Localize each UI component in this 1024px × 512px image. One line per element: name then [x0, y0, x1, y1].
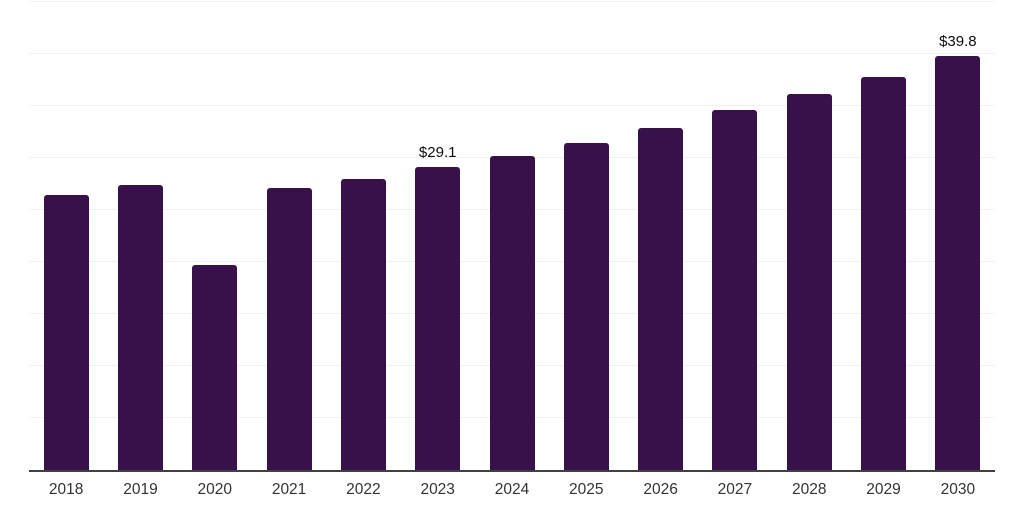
plot-area: $29.1 $39.8 — [29, 1, 995, 472]
x-axis-label-2025: 2025 — [569, 481, 604, 498]
gridline — [29, 53, 995, 54]
bar-2025 — [563, 143, 609, 470]
bar-2030 — [935, 56, 981, 470]
bar-2020 — [192, 265, 238, 470]
x-axis-line — [29, 470, 995, 472]
x-axis-label-2030: 2030 — [940, 481, 976, 498]
gridline — [29, 1, 995, 2]
bar-value-label-2030: $39.8 — [939, 33, 977, 51]
x-axis-label-2020: 2020 — [197, 481, 233, 498]
bar-2018 — [43, 195, 89, 470]
bar-2021 — [266, 188, 312, 470]
bar-2026 — [638, 127, 684, 470]
gridline — [29, 105, 995, 106]
bar-2024 — [489, 155, 535, 470]
x-axis-label-2021: 2021 — [271, 481, 307, 498]
x-axis-label-2023: 2023 — [420, 481, 455, 498]
x-axis-label-2024: 2024 — [494, 481, 530, 498]
x-axis-label-2019: 2019 — [123, 481, 158, 498]
x-axis-label-2022: 2022 — [346, 481, 381, 498]
bar-value-label-2023: $29.1 — [418, 144, 457, 162]
bar-2023 — [415, 167, 461, 470]
bar-2029 — [861, 76, 907, 470]
x-axis-label-2029: 2029 — [866, 481, 901, 498]
bar-2027 — [712, 110, 758, 470]
x-axis-label-2028: 2028 — [791, 481, 827, 498]
x-axis-label-2018: 2018 — [48, 481, 84, 498]
bar-2019 — [117, 185, 163, 470]
bar-2028 — [786, 93, 832, 470]
bar-2022 — [340, 178, 386, 470]
x-axis-label-2027: 2027 — [717, 481, 753, 498]
x-axis-label-2026: 2026 — [643, 481, 678, 498]
